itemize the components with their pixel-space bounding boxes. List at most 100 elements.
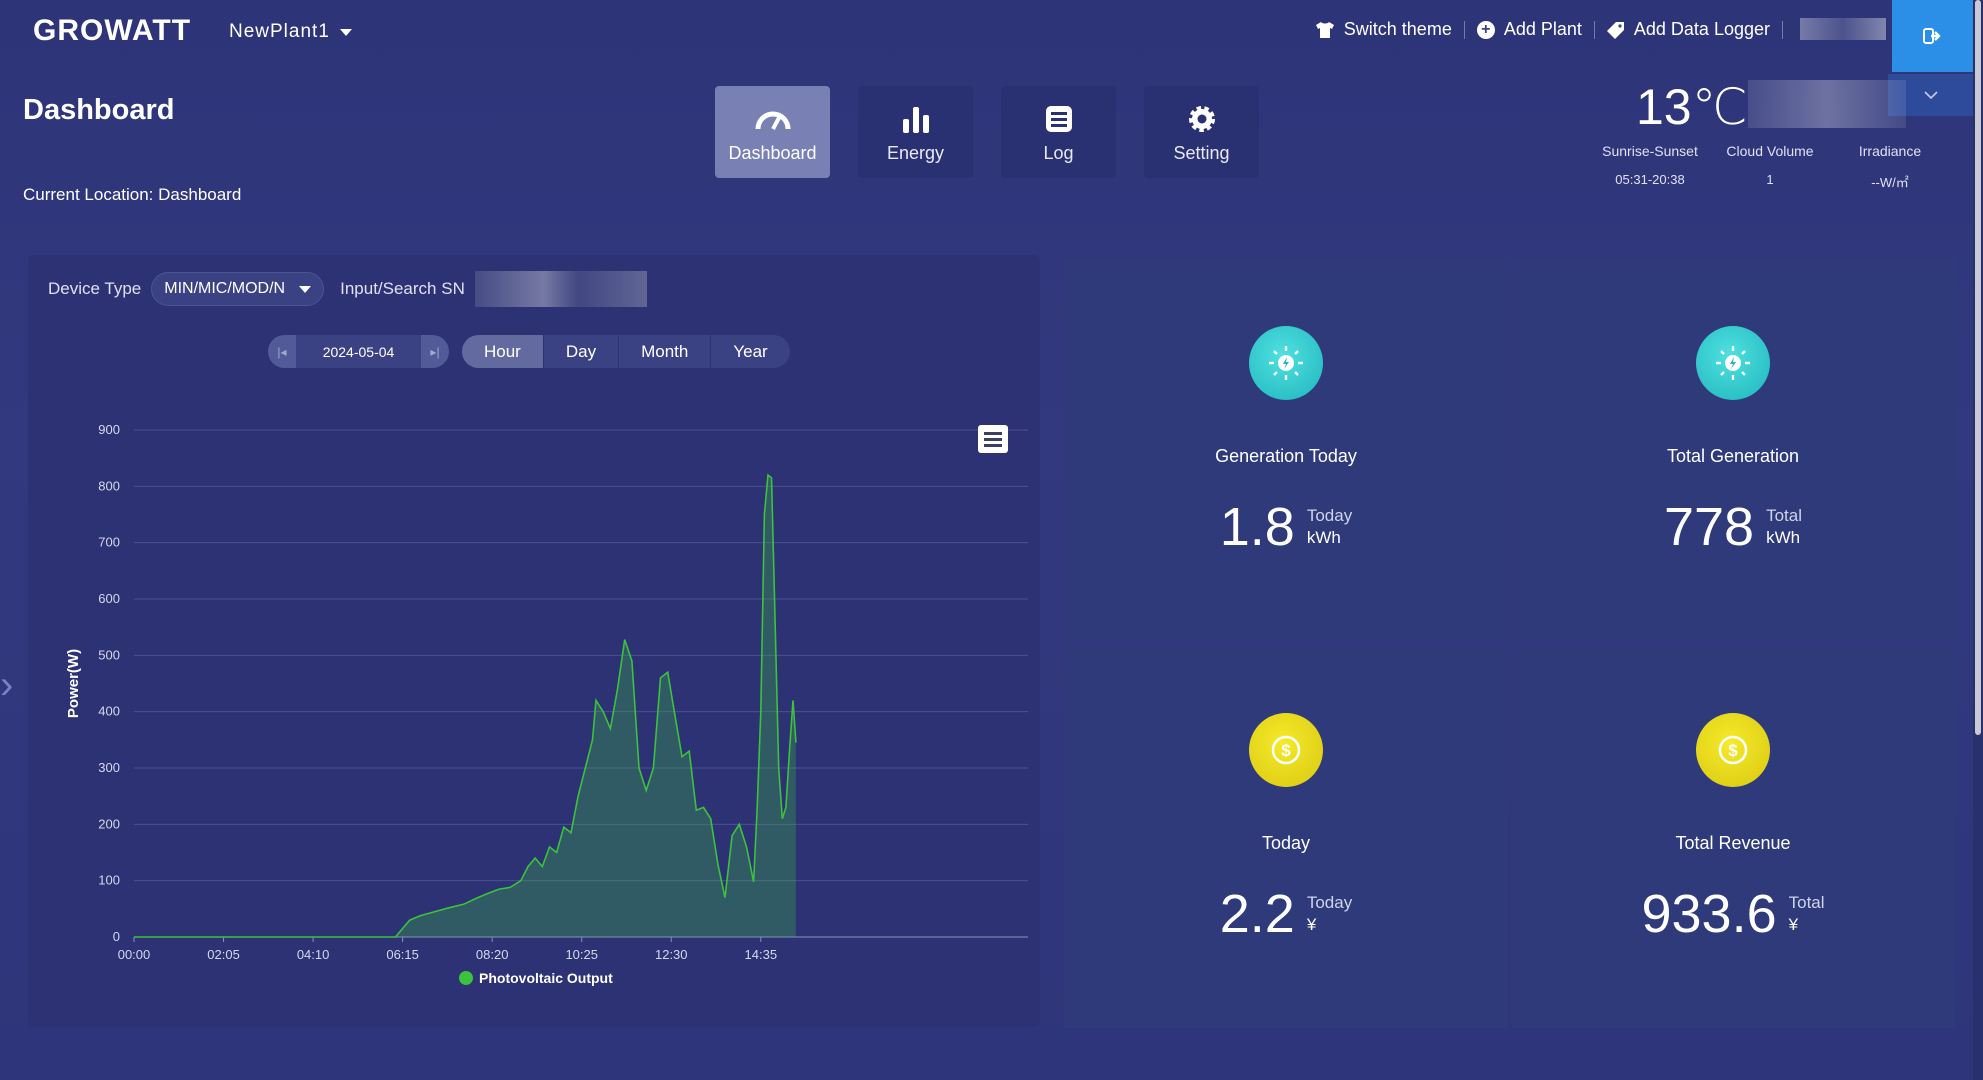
- tab-energy[interactable]: Energy: [858, 86, 973, 178]
- y-tick-label: 800: [98, 478, 120, 493]
- add-data-logger-label: Add Data Logger: [1633, 19, 1770, 39]
- y-tick-label: 400: [98, 704, 120, 719]
- tab-log[interactable]: Log: [1001, 86, 1116, 178]
- top-actions: Switch theme + Add Plant Add Data Logger: [1303, 19, 1783, 40]
- stat-unit: kWh: [1306, 528, 1341, 547]
- stat-period: Today: [1306, 506, 1353, 525]
- divider: [1593, 20, 1595, 39]
- coin-icon: $: [1696, 713, 1770, 787]
- stat-total-revenue: $ Total Revenue 933.6 Total ¥: [1511, 645, 1955, 1028]
- divider: [1463, 20, 1465, 39]
- switch-theme-button[interactable]: Switch theme: [1303, 19, 1464, 40]
- stat-period: Total: [1766, 506, 1803, 525]
- power-chart-panel: Device Type MIN/MIC/MOD/N Input/Search S…: [28, 255, 1040, 1027]
- stat-generation-today: Generation Today 1.8 Today kWh: [1064, 258, 1508, 641]
- x-tick-label: 06:15: [386, 947, 419, 962]
- user-name-redacted[interactable]: [1800, 18, 1886, 40]
- chevron-down-icon: [299, 285, 312, 293]
- add-data-logger-button[interactable]: Add Data Logger: [1595, 19, 1782, 40]
- breadcrumb: Current Location: Dashboard: [23, 185, 242, 204]
- gauge-icon: [755, 111, 790, 130]
- weather-expand-button[interactable]: [1888, 74, 1973, 116]
- stat-label: Today: [1261, 833, 1311, 853]
- range-tab-month[interactable]: Month: [619, 335, 712, 368]
- tab-setting[interactable]: Setting: [1144, 86, 1259, 178]
- range-tab-day[interactable]: Day: [544, 335, 620, 368]
- cloud-volume: Cloud Volume 1: [1718, 143, 1822, 187]
- date-value[interactable]: 2024-05-04: [322, 343, 395, 360]
- coin-icon: $: [1249, 713, 1323, 787]
- chevron-down-icon: [339, 28, 352, 36]
- x-tick-label: 14:35: [745, 947, 778, 962]
- logout-icon: [1922, 28, 1941, 44]
- stat-value: 2.2: [1219, 884, 1295, 944]
- device-type-label: Device Type: [48, 279, 142, 298]
- plant-selector-label: NewPlant1: [229, 21, 330, 42]
- stat-unit: kWh: [1766, 528, 1801, 547]
- tab-label: Energy: [886, 143, 945, 163]
- y-tick-label: 0: [113, 929, 120, 944]
- shirt-icon: [1315, 21, 1334, 38]
- irradiance-value: --W/㎡: [1871, 175, 1909, 190]
- tab-label: Dashboard: [728, 143, 817, 163]
- weather-redacted: [1748, 80, 1906, 128]
- device-type-value: MIN/MIC/MOD/N: [164, 280, 286, 297]
- legend-label: Photovoltaic Output: [479, 970, 613, 986]
- sn-search-input[interactable]: [474, 271, 647, 307]
- nav-tabs: Dashboard Energy Log Setting: [715, 86, 1259, 178]
- chevron-down-icon: [1923, 90, 1938, 99]
- y-tick-label: 900: [98, 422, 120, 437]
- sun-bolt-icon: [1249, 326, 1323, 400]
- stat-unit: ¥: [1306, 915, 1317, 934]
- stat-label: Total Generation: [1666, 446, 1800, 466]
- irradiance-label: Irradiance: [1858, 143, 1922, 159]
- sn-search-label: Input/Search SN: [340, 279, 465, 298]
- chart-menu-button[interactable]: [978, 425, 1008, 453]
- svg-text:$: $: [1281, 741, 1291, 760]
- svg-text:$: $: [1728, 741, 1738, 760]
- stat-unit: ¥: [1788, 915, 1799, 934]
- date-navigator: |◂ 2024-05-04 ▸|: [268, 335, 449, 368]
- plus-circle-icon: +: [1476, 20, 1495, 39]
- next-date-button[interactable]: ▸|: [421, 335, 449, 368]
- range-tabs: Hour Day Month Year: [462, 335, 790, 368]
- stat-period: Today: [1306, 893, 1353, 912]
- divider: [1782, 20, 1783, 39]
- sidebar-expand-icon[interactable]: ›: [0, 663, 14, 707]
- range-tab-hour[interactable]: Hour: [462, 335, 544, 368]
- irradiance: Irradiance --W/㎡: [1846, 143, 1934, 191]
- sunrise-label: Sunrise-Sunset: [1602, 143, 1698, 159]
- power-chart: 0 100 200 300 400 500 600 700 800 900 00:00 02:05 04…: [65, 422, 1028, 986]
- cloud-value: 1: [1766, 172, 1774, 187]
- temperature: 13℃: [1636, 79, 1748, 135]
- series-area: [134, 475, 796, 937]
- y-tick-label: 300: [98, 760, 120, 775]
- scrollbar-thumb[interactable]: [1975, 0, 1981, 735]
- tab-label: Log: [1043, 143, 1074, 163]
- y-tick-label: 700: [98, 535, 120, 550]
- stat-value: 1.8: [1219, 497, 1295, 557]
- log-icon: [1045, 106, 1072, 132]
- plant-selector[interactable]: NewPlant1: [229, 21, 352, 43]
- prev-date-button[interactable]: |◂: [268, 335, 296, 368]
- add-plant-button[interactable]: + Add Plant: [1465, 19, 1594, 40]
- y-tick-label: 200: [98, 816, 120, 831]
- tab-dashboard[interactable]: Dashboard: [715, 86, 830, 178]
- x-tick-label: 10:25: [565, 947, 598, 962]
- sun-bolt-icon: [1696, 326, 1770, 400]
- y-tick-label: 500: [98, 647, 120, 662]
- x-tick-label: 00:00: [118, 947, 151, 962]
- page-title: Dashboard: [23, 94, 175, 126]
- growatt-logo: GROWATT: [33, 14, 192, 47]
- y-tick-label: 100: [98, 873, 120, 888]
- logout-button[interactable]: [1892, 0, 1973, 72]
- stat-value: 933.6: [1641, 884, 1777, 944]
- device-type-select[interactable]: MIN/MIC/MOD/N: [151, 272, 325, 306]
- stat-value: 778: [1663, 497, 1755, 557]
- bar-chart-icon: [902, 107, 929, 133]
- range-tab-year[interactable]: Year: [733, 341, 768, 361]
- series-line: [134, 473, 797, 938]
- x-tick-label: 04:10: [297, 947, 330, 962]
- stat-label: Generation Today: [1215, 446, 1357, 466]
- y-tick-label: 600: [98, 591, 120, 606]
